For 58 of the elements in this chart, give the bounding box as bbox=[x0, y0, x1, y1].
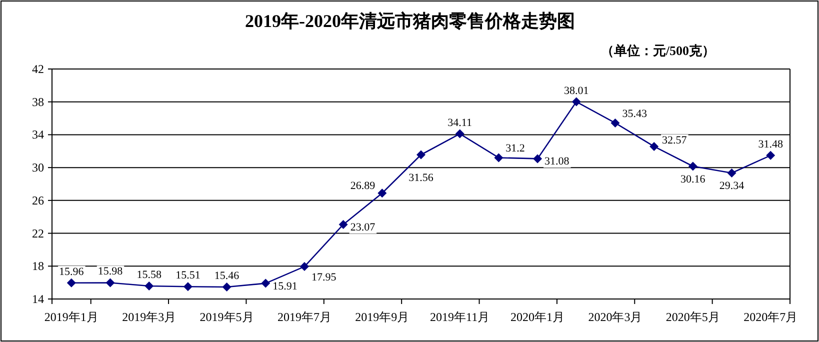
x-tick-label: 2019年1月 bbox=[44, 310, 98, 324]
point bbox=[222, 282, 232, 292]
point bbox=[300, 262, 309, 272]
label: 35.43 bbox=[621, 108, 648, 120]
point bbox=[338, 220, 348, 229]
point bbox=[66, 278, 76, 288]
x-tick-label: 2020年1月 bbox=[510, 310, 565, 324]
label: 15.98 bbox=[96, 266, 124, 278]
label: 31.56 bbox=[408, 172, 435, 184]
point bbox=[572, 97, 581, 106]
x-tick-label: 2019年7月 bbox=[277, 310, 332, 324]
x-tick-label: 2020年7月 bbox=[744, 310, 798, 324]
y-tick-label: 42 bbox=[32, 62, 44, 76]
label: 31.2 bbox=[504, 142, 526, 155]
point bbox=[688, 162, 698, 171]
point bbox=[766, 150, 776, 160]
label: 38.01 bbox=[563, 84, 590, 97]
x-tick-label: 2019年3月 bbox=[122, 310, 176, 324]
point bbox=[144, 282, 154, 291]
x-tick-label: 2020年5月 bbox=[666, 310, 720, 324]
label: 23.07 bbox=[349, 222, 377, 234]
x-tick-label: 2020年3月 bbox=[588, 310, 642, 324]
x-tick-label: 2019年11月 bbox=[430, 310, 490, 324]
annotation: （单位：元/500克） bbox=[600, 43, 715, 58]
label: 15.58 bbox=[136, 269, 163, 282]
label: 17.95 bbox=[310, 272, 338, 284]
label: 26.89 bbox=[349, 180, 377, 192]
point bbox=[261, 278, 270, 288]
label: 15.46 bbox=[213, 270, 241, 282]
label: 31.48 bbox=[757, 138, 784, 150]
x-tick-label: 2019年5月 bbox=[200, 310, 254, 324]
point bbox=[650, 142, 659, 151]
point bbox=[106, 278, 115, 288]
label: 15.96 bbox=[58, 266, 86, 278]
title: 2019年-2020年清远市猪肉零售价格走势图 bbox=[245, 11, 575, 31]
y-tick-label: 30 bbox=[32, 160, 44, 175]
label: 15.91 bbox=[272, 280, 298, 292]
y-tick-label: 26 bbox=[32, 193, 44, 208]
point bbox=[610, 118, 620, 128]
point bbox=[727, 168, 736, 178]
label: 32.57 bbox=[661, 134, 688, 146]
label: 29.34 bbox=[718, 180, 746, 192]
point bbox=[455, 129, 464, 138]
label: 30.16 bbox=[680, 173, 707, 186]
point bbox=[533, 154, 542, 164]
x-tick-label: 2019年9月 bbox=[355, 310, 410, 324]
point bbox=[378, 188, 387, 198]
y-tick-label: 18 bbox=[32, 259, 44, 274]
label: 34.11 bbox=[446, 116, 474, 129]
point bbox=[416, 150, 426, 160]
y-tick-label: 34 bbox=[32, 128, 44, 142]
point bbox=[183, 282, 192, 292]
label: 31.08 bbox=[544, 156, 571, 168]
y-tick-label: 38 bbox=[32, 94, 44, 109]
point bbox=[494, 153, 504, 162]
y-tick-label: 14 bbox=[32, 292, 44, 306]
label: 15.51 bbox=[174, 270, 202, 282]
y-tick-label: 22 bbox=[32, 226, 44, 240]
